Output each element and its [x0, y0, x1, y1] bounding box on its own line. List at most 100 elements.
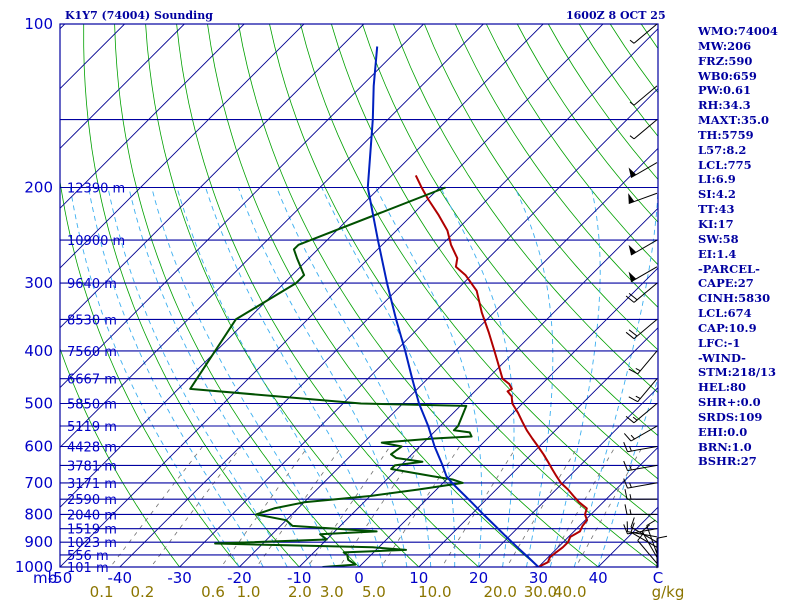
moist-adiabat	[276, 187, 432, 567]
temperature-tick-label: -10	[287, 569, 312, 587]
mixing-ratio-label: 30.0	[524, 583, 557, 600]
dewpoint-line	[189, 186, 473, 567]
mixing-ratio-line	[546, 446, 616, 567]
plot-frame	[59, 23, 659, 568]
stat-line: CAP:10.9	[698, 320, 757, 335]
mixing-ratio-label: g/kg	[652, 583, 685, 600]
moist-adiabat	[69, 187, 240, 567]
stat-line: FRZ:590	[698, 53, 753, 68]
x-axis-unit-label: mb	[33, 569, 57, 587]
mixing-ratio-line	[575, 446, 643, 567]
stat-line: LCL:775	[698, 157, 752, 172]
mixing-ratio-label: 10.0	[418, 583, 451, 600]
wind-barb	[625, 282, 658, 303]
wind-barb	[628, 239, 658, 256]
stat-line: SW:58	[698, 231, 739, 246]
isotherm	[60, 24, 305, 269]
wind-barb	[628, 378, 658, 403]
stat-line: LI:6.9	[698, 172, 736, 187]
wind-barbs	[623, 23, 668, 569]
isotherm	[537, 446, 658, 567]
parcel-line	[366, 46, 540, 567]
mixing-ratio-label: 20.0	[483, 583, 516, 600]
stat-line: MAXT:35.0	[698, 113, 769, 128]
wind-barb	[624, 504, 658, 515]
mixing-ratio-line	[307, 446, 391, 567]
temperature-tick-label: -40	[108, 569, 133, 587]
stats-panel: WMO:74004 MW:206 FRZ:590 WB0:659 PW:0.61 RH:3…	[698, 24, 798, 469]
isotherm	[60, 24, 604, 567]
wind-barb	[629, 85, 658, 106]
stat-line: PW:0.61	[698, 83, 752, 98]
sounding-lines	[189, 46, 588, 567]
height-label: 7560 m	[67, 345, 117, 360]
mixing-ratio-label: 1.0	[237, 583, 261, 600]
mixing-ratio-label: 0.1	[90, 583, 114, 600]
pressure-label: 200	[24, 179, 53, 197]
stat-line: HEL:80	[698, 380, 746, 395]
isotherm	[418, 327, 658, 567]
pressure-label: 900	[24, 533, 53, 551]
temperature-tick-label: -30	[167, 569, 192, 587]
wind-barb	[629, 23, 658, 44]
wind-barb	[626, 521, 658, 538]
wind-barb	[623, 460, 658, 472]
mixing-ratio-line	[220, 446, 309, 567]
mixing-ratio-line	[380, 446, 460, 567]
stat-line: L57:8.2	[698, 142, 747, 157]
moist-adiabat	[549, 187, 601, 567]
height-label: 10900 m	[67, 234, 125, 249]
stat-line: RH:34.3	[698, 98, 751, 113]
height-label: 1519 m	[67, 523, 117, 538]
wind-barb	[641, 524, 658, 558]
pressure-label: 100	[24, 15, 53, 33]
height-label: 1023 m	[67, 536, 117, 551]
stat-line: MW:206	[698, 38, 752, 53]
stat-line: LFC:-1	[698, 335, 741, 350]
pressure-label: 600	[24, 438, 53, 456]
stat-line: STM:218/13	[698, 365, 777, 380]
wind-barb	[630, 522, 658, 548]
height-label: 4428 m	[67, 441, 117, 456]
temperature-tick-label: 40	[589, 569, 608, 587]
stat-line: EHI:0.0	[698, 424, 748, 439]
stat-line: LCL:674	[698, 306, 752, 321]
temperature-tick-label: 30	[529, 569, 548, 587]
isotherm	[60, 24, 245, 209]
isotherm	[60, 24, 485, 449]
pressure-label: 300	[24, 274, 53, 292]
sounding-title: K1Y7 (74004) Sounding	[65, 9, 213, 22]
wind-barb	[623, 478, 658, 489]
wind-barb	[628, 162, 658, 179]
temperature-tick-label: 20	[469, 569, 488, 587]
stat-line: WB0:659	[698, 68, 757, 83]
moist-adiabat	[88, 187, 264, 567]
isotherm	[60, 24, 186, 150]
stat-line: -WIND-	[698, 350, 746, 365]
wind-barb	[625, 403, 658, 424]
wind-barb	[629, 119, 658, 140]
mixing-ratio-label: 2.0	[288, 583, 312, 600]
temperature-tick-label: 0	[354, 569, 364, 587]
isotherm	[178, 87, 658, 567]
mixing-ratio-line	[441, 446, 518, 567]
wind-barb	[628, 266, 658, 283]
mixing-ratio-label: 3.0	[320, 583, 344, 600]
mixing-ratio-label: 0.6	[201, 583, 225, 600]
wind-barb	[623, 425, 658, 442]
height-label: 5119 m	[67, 420, 117, 435]
stat-line: TT:43	[698, 202, 735, 217]
height-label: 12390 m	[67, 182, 125, 197]
isotherm	[298, 207, 658, 567]
moist-adiabat	[514, 187, 554, 567]
wind-barb	[628, 192, 658, 204]
isotherm	[60, 24, 126, 90]
height-label: 2590 m	[67, 493, 117, 508]
height-label: 556 m	[67, 549, 109, 564]
wind-barb	[625, 319, 658, 340]
stat-line: KI:17	[698, 216, 734, 231]
height-label: 9640 m	[67, 277, 117, 292]
height-label: 3171 m	[67, 477, 117, 492]
mixing-ratio-line	[109, 446, 203, 567]
